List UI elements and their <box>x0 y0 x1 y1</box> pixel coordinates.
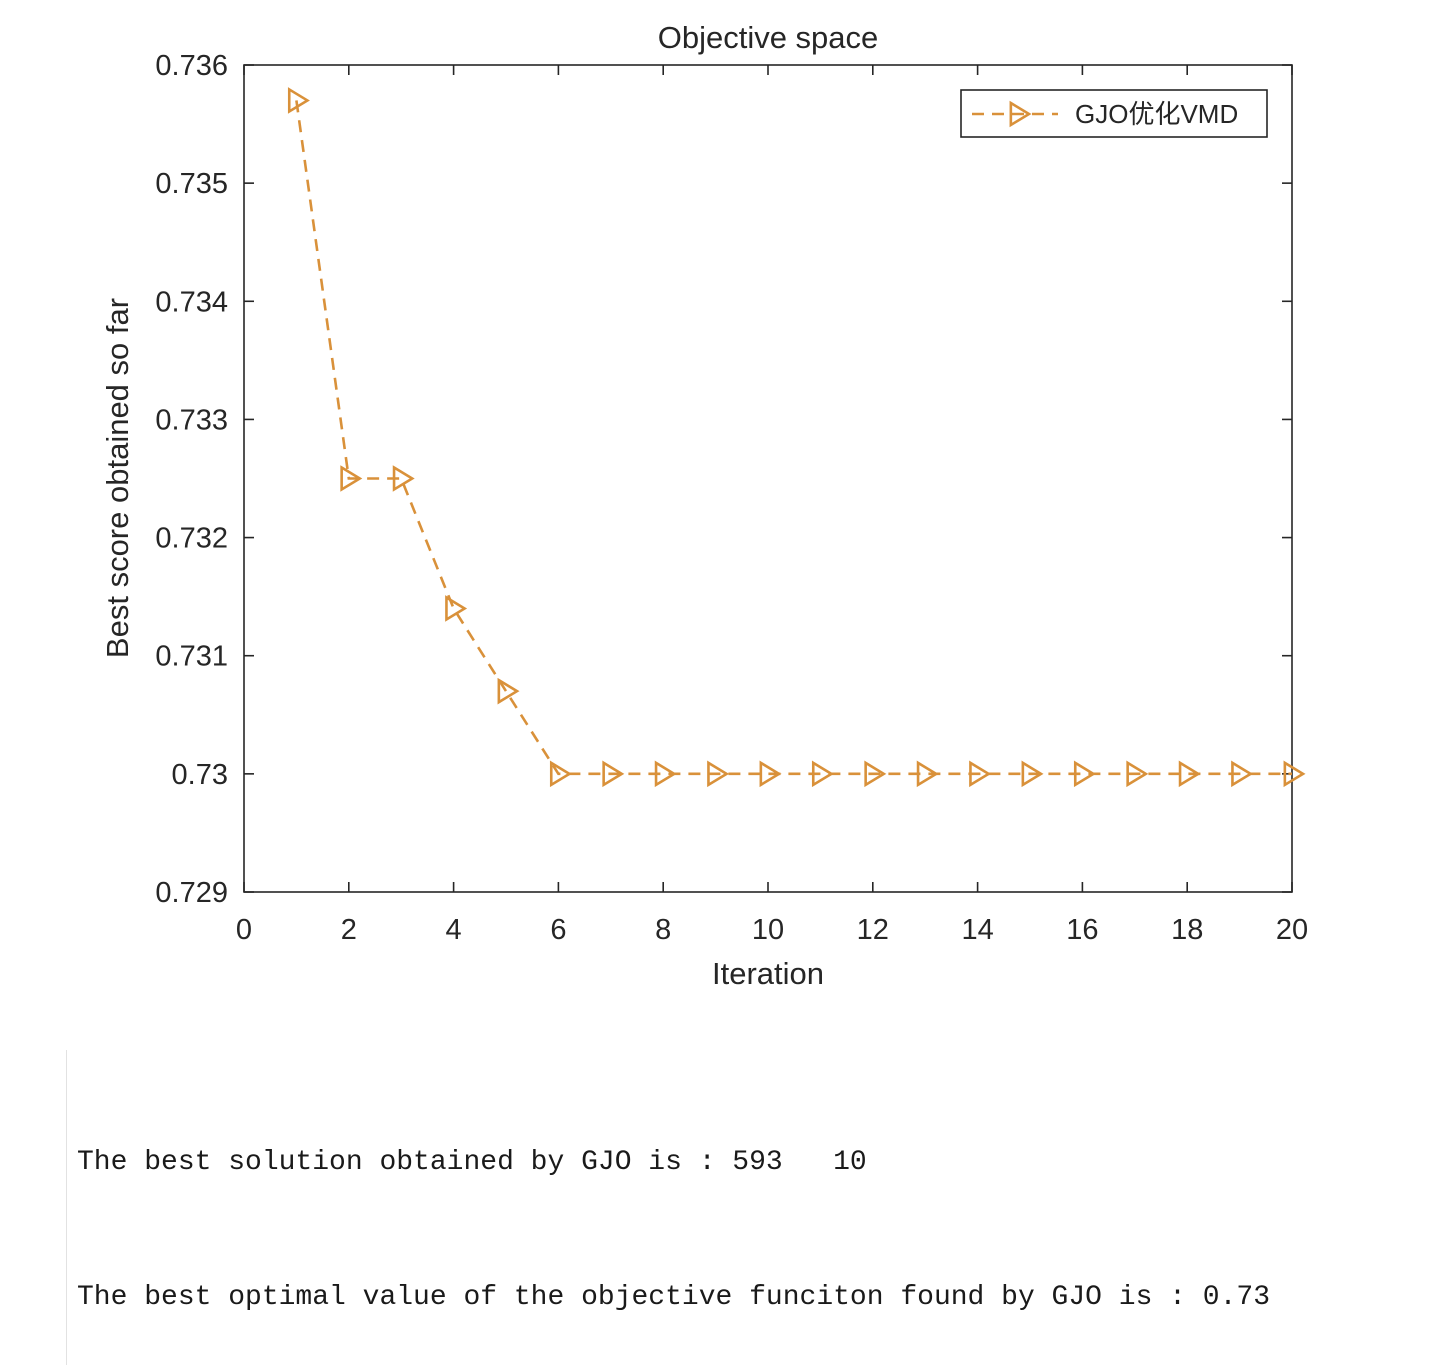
legend: GJO优化VMD <box>960 89 1268 138</box>
x-tick-label: 8 <box>655 914 671 946</box>
data-point-marker <box>549 760 572 788</box>
console-line-best-solution: The best solution obtained by GJO is : 5… <box>77 1147 867 1178</box>
data-point-marker <box>1178 760 1201 788</box>
legend-triangle-marker-icon <box>1009 100 1032 128</box>
x-tick-label: 0 <box>236 914 252 946</box>
series-line-0 <box>295 100 1292 776</box>
y-axis-title: Best score obtained so far <box>100 298 135 658</box>
data-point-marker <box>1021 760 1044 788</box>
data-point-marker <box>759 760 782 788</box>
data-point-marker <box>392 465 415 492</box>
chart-figure: Objective space 0 2 4 6 8 10 12 14 16 18 20 0.7290… <box>100 20 1308 991</box>
x-tick-label: 10 <box>752 914 784 946</box>
data-point-marker <box>1231 760 1254 788</box>
series-layer <box>287 87 1306 788</box>
x-axis-tick-labels: 0 2 4 6 8 10 12 14 16 18 20 <box>236 914 1308 946</box>
y-tick-label: 0.73 <box>172 759 228 791</box>
y-tick-label: 0.736 <box>155 50 228 82</box>
y-tick-label: 0.735 <box>155 168 228 200</box>
y-tick-label: 0.731 <box>155 641 228 673</box>
data-point-marker <box>340 465 363 492</box>
data-point-marker <box>811 760 834 788</box>
data-point-marker <box>287 87 310 114</box>
x-tick-label: 2 <box>341 914 357 946</box>
console-output: The best solution obtained by GJO is : 5… <box>66 1050 1417 1365</box>
x-tick-label: 14 <box>961 914 993 946</box>
data-point-marker <box>916 760 939 788</box>
data-point-marker <box>1283 760 1306 788</box>
data-point-marker <box>445 595 468 622</box>
x-tick-label: 16 <box>1066 914 1098 946</box>
y-tick-label: 0.733 <box>155 404 228 436</box>
y-tick-label: 0.732 <box>155 523 228 555</box>
data-point-marker <box>1126 760 1149 788</box>
data-point-marker <box>864 760 887 788</box>
x-tick-label: 20 <box>1276 914 1308 946</box>
data-point-marker <box>707 760 730 788</box>
legend-entry-label: GJO优化VMD <box>1075 99 1238 129</box>
x-tick-label: 12 <box>857 914 889 946</box>
chart-title: Objective space <box>658 20 879 55</box>
data-point-marker <box>497 677 520 705</box>
x-tick-label: 6 <box>550 914 566 946</box>
y-tick-label: 0.734 <box>155 286 228 318</box>
data-point-marker <box>1073 760 1096 788</box>
x-tick-label: 18 <box>1171 914 1203 946</box>
console-line-best-value: The best optimal value of the objective … <box>77 1282 1270 1313</box>
y-axis-tick-labels: 0.729 0.73 0.731 0.732 0.733 0.734 0.735 0.736 <box>155 50 228 909</box>
data-point-marker <box>654 760 677 788</box>
y-tick-label: 0.729 <box>155 877 228 909</box>
x-axis-title: Iteration <box>712 956 824 991</box>
data-point-marker <box>602 760 625 788</box>
data-point-marker <box>969 760 992 788</box>
plot-area <box>243 64 1293 893</box>
x-tick-label: 4 <box>446 914 462 946</box>
